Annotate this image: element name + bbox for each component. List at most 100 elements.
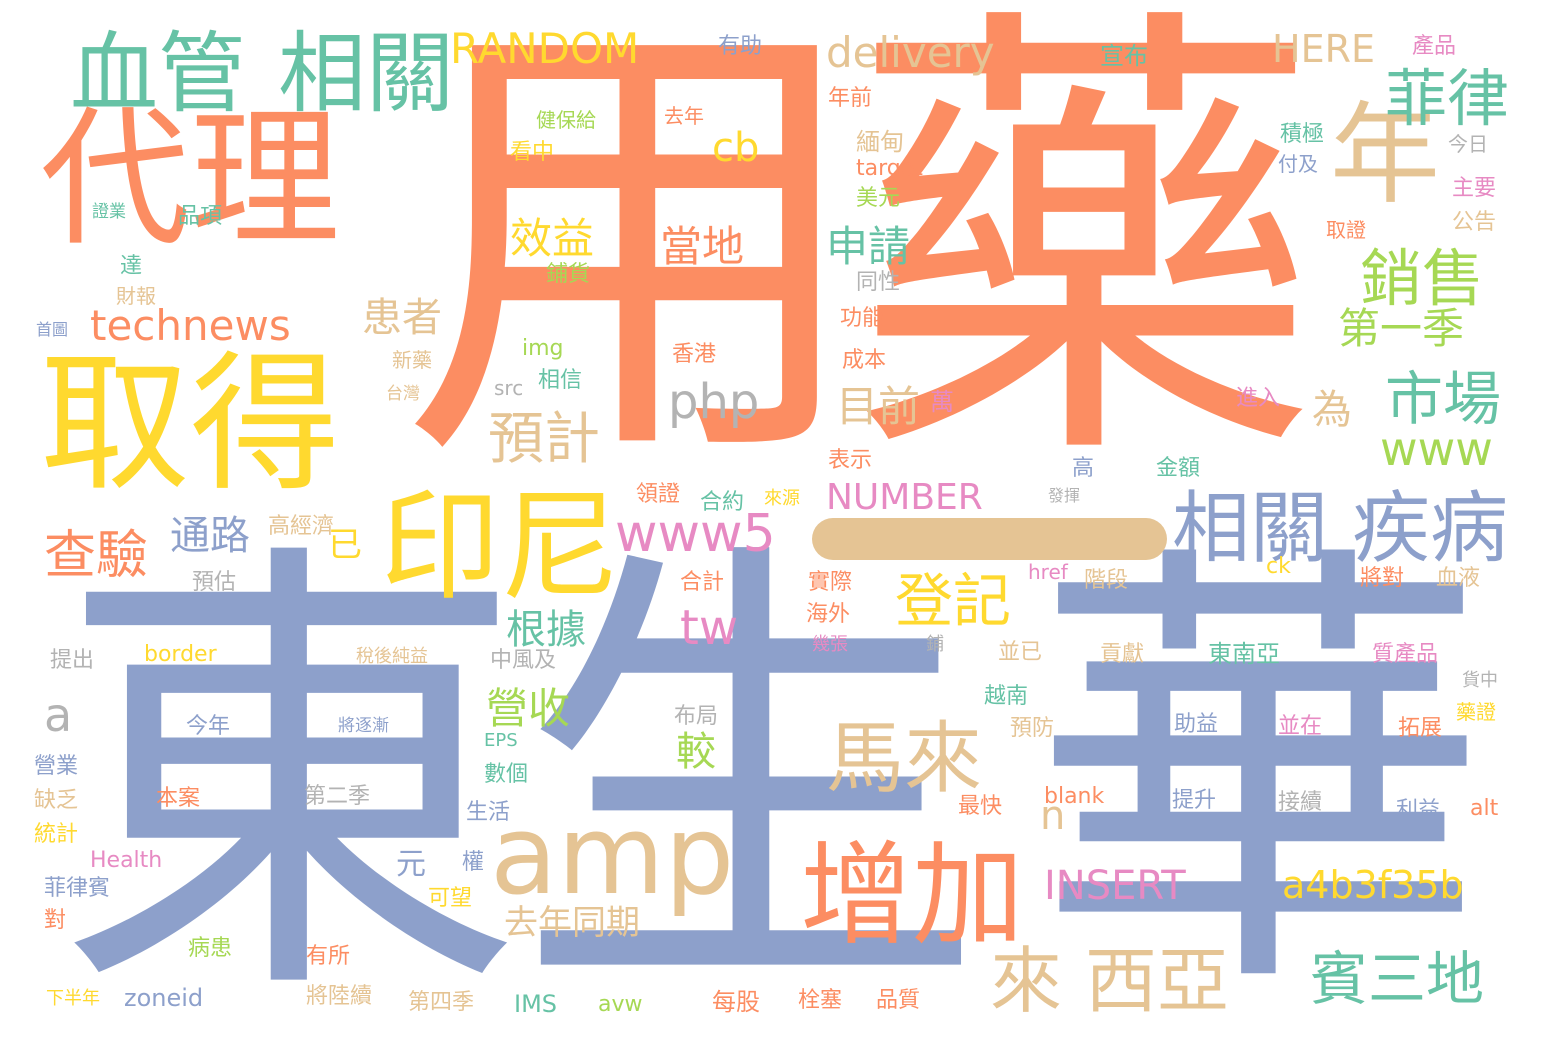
- word-tichu: 提出: [50, 648, 95, 673]
- word-caibao: 財報: [116, 284, 156, 308]
- word-buju: 布局: [674, 704, 719, 729]
- word-lai: 來: [990, 939, 1063, 1023]
- word-quzheng: 取證: [1326, 218, 1366, 242]
- word-php: php: [668, 374, 760, 430]
- word-dangdi: 當地: [660, 222, 745, 271]
- word-tuozhan: 拓展: [1398, 716, 1443, 741]
- word-blank: blank: [1044, 784, 1105, 809]
- word-chanpin: 產品: [1412, 34, 1457, 59]
- word-wei: 為: [1312, 387, 1352, 433]
- word-a: a: [44, 688, 73, 742]
- word-mumian: 目前: [836, 382, 921, 431]
- word-yingshou: 營收: [486, 684, 571, 733]
- word-zoneid: zoneid: [124, 984, 204, 1012]
- word-eps: EPS: [484, 730, 518, 751]
- word-fuji: 付及: [1278, 152, 1318, 176]
- word-dongsheng: 東生: [55, 506, 985, 1052]
- word-www5: www5: [615, 504, 776, 564]
- word-zhengye: 證業: [92, 202, 126, 222]
- word-dierji: 第二季: [304, 784, 371, 809]
- word-wan: 萬: [930, 388, 954, 416]
- word-benan: 本案: [156, 786, 201, 811]
- word-yousuo: 有所: [306, 944, 351, 969]
- word-xinyao: 新藥: [392, 348, 432, 372]
- word-shouye: 首圖: [36, 320, 69, 339]
- word-yugu: 預估: [192, 570, 237, 595]
- word-kewang: 可望: [428, 886, 473, 911]
- word-qude: 取得: [40, 338, 341, 512]
- word-haiwai: 海外: [806, 602, 851, 627]
- word-qunian-tongqi: 去年同期: [504, 903, 640, 943]
- word-taiwan: 台灣: [386, 384, 420, 404]
- word-tonglu: 通路: [170, 513, 250, 559]
- word-jinnian: 今年: [186, 714, 231, 739]
- word-shichang: 市場: [1385, 365, 1502, 433]
- word-shenghuo: 生活: [466, 800, 511, 825]
- word-qunian: 去年: [664, 104, 704, 128]
- word-pinzhi: 品質: [876, 988, 921, 1013]
- word-feilubin: 菲律賓: [44, 876, 111, 901]
- word-jiexu: 接續: [1278, 790, 1323, 815]
- word-xiangguan2: 相關: [1172, 484, 1329, 574]
- word-gonggao: 公告: [1452, 210, 1497, 235]
- word-dongnanya: 東南亞: [1208, 640, 1280, 668]
- word-jiangzhujian: 將逐漸: [338, 716, 389, 736]
- word-bingyi: 並已: [998, 640, 1043, 665]
- word-dengji: 登記: [895, 567, 1012, 635]
- word-xiaoshou: 銷售: [1360, 242, 1485, 315]
- word-gaojingji: 高經濟: [268, 514, 335, 539]
- word-pu: 鋪: [926, 634, 944, 655]
- word-jieduan: 階段: [1084, 568, 1129, 593]
- word-here: HERE: [1272, 27, 1375, 71]
- word-jiao: 較: [676, 729, 716, 775]
- word-liyi: 利益: [1396, 798, 1441, 823]
- word-zhongfeng: 中風及: [490, 648, 557, 673]
- word-n: n: [1040, 793, 1066, 839]
- word-feilu: 菲律: [1385, 62, 1510, 135]
- word-da: 達: [120, 254, 143, 279]
- word-avw: avw: [598, 992, 643, 1017]
- word-diyiji: 第一季: [1338, 304, 1465, 353]
- word-heyue: 合約: [700, 490, 745, 515]
- word-nianqian: 年前: [828, 86, 873, 111]
- word-daili: 代理: [40, 93, 341, 267]
- word-jiangdui: 將對: [1360, 566, 1405, 591]
- word-xiabannian: 下半年: [46, 988, 100, 1009]
- word-yuji: 預計: [488, 407, 600, 472]
- word-huozhong: 貨中: [1462, 670, 1498, 691]
- word-youzhu: 有助: [718, 34, 763, 59]
- word-pinxiang: 品項: [178, 204, 223, 229]
- word-meigu: 每股: [712, 988, 760, 1016]
- word-jinri: 今日: [1448, 132, 1488, 156]
- word-bingzhuan: 病患: [188, 936, 233, 961]
- word-bingzai: 並在: [1278, 714, 1323, 739]
- word-yinni: 印尼: [380, 478, 620, 617]
- word-yongyao: 用藥: [400, 0, 1320, 518]
- word-border: border: [144, 642, 217, 667]
- word-yaozheng: 藥證: [1456, 700, 1496, 724]
- word-health: Health: [90, 848, 163, 873]
- word-malai: 馬來: [826, 714, 983, 804]
- word-shuge: 數個: [484, 762, 529, 787]
- word-puhuo: 鋪貨: [546, 262, 591, 287]
- word-kanzhong: 看中: [510, 140, 555, 165]
- word-xuanbu: 宣布: [1100, 42, 1148, 70]
- word-jizhang: 幾張: [812, 634, 848, 655]
- word-xiya: 西亞: [1085, 939, 1230, 1023]
- word-number: NUMBER: [826, 477, 983, 518]
- word-ck: ck: [1266, 554, 1291, 579]
- word-quefa: 缺乏: [34, 788, 79, 813]
- word-yi2: 已: [328, 525, 362, 565]
- word-shuansai: 栓塞: [798, 988, 843, 1013]
- word-tongji: 統計: [34, 822, 79, 847]
- word-xiangguan1: 相關: [278, 22, 455, 125]
- word-zengjia: 增加: [800, 831, 1024, 961]
- word-xueguan: 血管: [70, 22, 247, 125]
- word-yuenan: 越南: [984, 684, 1029, 709]
- word-jine: 金額: [1156, 456, 1201, 481]
- word-ims: IMS: [514, 990, 558, 1018]
- word-cb: cb: [712, 125, 760, 171]
- word-yuan: 元: [396, 847, 426, 882]
- word-gao: 高: [1072, 456, 1095, 481]
